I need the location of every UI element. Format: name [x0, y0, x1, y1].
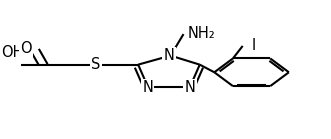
Text: N: N [185, 80, 195, 95]
Text: O: O [21, 41, 32, 56]
Text: I: I [252, 38, 256, 53]
Text: NH₂: NH₂ [187, 26, 215, 41]
Text: OH: OH [1, 45, 24, 60]
Text: N: N [164, 48, 174, 63]
Text: N: N [142, 80, 153, 95]
Text: S: S [91, 57, 101, 72]
